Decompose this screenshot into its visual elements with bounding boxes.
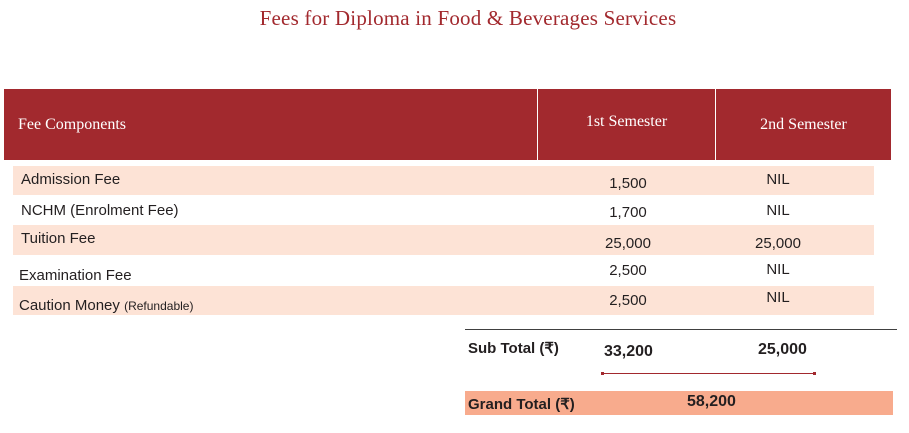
row-label-examination-fee: Examination Fee — [19, 267, 132, 284]
header-2nd-semester: 2nd Semester — [760, 115, 847, 133]
subtotal-label: Sub Total (₹) — [468, 340, 559, 357]
grand-total-label: Grand Total (₹) — [468, 396, 575, 413]
row-label-admission-fee: Admission Fee — [21, 171, 121, 188]
row-1st-semester-value: 1,700 — [609, 204, 647, 221]
table-row: Caution Money (Refundable) 2,500 NIL — [13, 286, 874, 315]
row-2nd-semester-value: NIL — [766, 171, 790, 188]
header-1st-semester: 1st Semester — [585, 112, 668, 130]
page-title: Fees for Diploma in Food & Beverages Ser… — [259, 6, 677, 30]
row-label-caution-money: Caution Money (Refundable) — [19, 297, 194, 314]
subtotal-1st-semester: 33,200 — [604, 343, 653, 360]
refundable-note: (Refundable) — [124, 299, 194, 313]
table-row: Examination Fee 2,500 NIL — [13, 257, 874, 286]
row-2nd-semester-value: NIL — [766, 261, 790, 278]
grand-total-value: 58,200 — [687, 393, 736, 410]
row-label-tuition-fee: Tuition Fee — [21, 230, 96, 247]
row-2nd-semester-value: 25,000 — [755, 235, 801, 252]
table-row: NCHM (Enrolment Fee) 1,700 NIL — [13, 196, 874, 225]
row-label-nchm-enrolment-fee: NCHM (Enrolment Fee) — [21, 202, 179, 219]
subtotal-divider — [465, 329, 897, 330]
row-1st-semester-value: 25,000 — [605, 235, 651, 252]
header-divider — [715, 89, 716, 160]
table-row: Tuition Fee 25,000 25,000 — [13, 225, 874, 255]
grand-total-bar: Grand Total (₹) 58,200 — [465, 391, 893, 415]
table-row: Admission Fee 1,500 NIL — [13, 166, 874, 195]
row-1st-semester-value: 1,500 — [609, 175, 647, 192]
row-2nd-semester-value: NIL — [766, 289, 790, 306]
fee-table-header: Fee Components 1st Semester 2nd Semester — [4, 89, 891, 160]
sum-bracket-line — [601, 372, 816, 375]
header-divider — [537, 89, 538, 160]
row-1st-semester-value: 2,500 — [609, 262, 647, 279]
subtotal-2nd-semester: 25,000 — [758, 341, 807, 358]
row-2nd-semester-value: NIL — [766, 202, 790, 219]
header-fee-components: Fee Components — [18, 115, 126, 133]
row-1st-semester-value: 2,500 — [609, 292, 647, 309]
